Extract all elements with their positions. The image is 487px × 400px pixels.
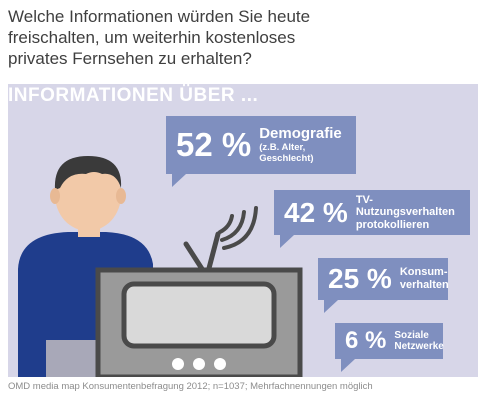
source-note: OMD media map Konsumentenbefragung 2012;…	[8, 381, 373, 392]
bubble-label-line-2: verhalten	[399, 279, 449, 291]
bubble-tail	[280, 235, 294, 248]
bubble-label-line-1: Konsum-	[399, 266, 448, 279]
person-legs	[46, 340, 101, 377]
bubble-label-line-2: Netzwerke	[394, 341, 444, 352]
section-label: INFORMATIONEN ÜBER ...	[8, 85, 259, 106]
bubble-label: TV-Nutzungsverhalten protokollieren	[356, 194, 462, 232]
person-ear-left	[50, 188, 60, 204]
title-line-2: freischalten, um weiterhin kostenloses	[8, 28, 296, 47]
tv-antenna-right	[205, 231, 221, 275]
bubble-label-line-1: Demografie	[259, 125, 342, 143]
tv-signal-arc-3	[222, 206, 258, 250]
bubble-label-line-1: Soziale	[394, 329, 429, 341]
tv-antenna-left	[183, 241, 207, 275]
bubble-3: 25 % Konsum-verhalten	[318, 258, 449, 313]
infographic-panel: INFORMATIONEN ÜBER ...	[8, 84, 478, 377]
bubble-1: 52 % Demografie (z.B. Alter, Geschlecht)	[166, 116, 356, 187]
viewer-with-tv-illustration	[18, 156, 303, 377]
bubble-tail	[324, 300, 338, 313]
bubble-percentage: 52 %	[176, 126, 252, 163]
bubble-label: Demografie (z.B. Alter, Geschlecht)	[259, 125, 348, 164]
person-hair	[54, 156, 122, 190]
tv-signal-arc-1	[218, 214, 234, 234]
bubble-percentage: 42 %	[284, 196, 348, 228]
chart-title: Welche Informationen würden Sie heute fr…	[8, 6, 478, 69]
bubble-tail	[172, 174, 186, 187]
tv-knob-3	[214, 358, 226, 370]
bubble-percentage: 25 %	[328, 263, 392, 294]
tv-knob-1	[172, 358, 184, 370]
tv-signal-arc-2	[220, 210, 246, 242]
tv-illustration	[95, 206, 303, 377]
bubble-label: Soziale Netzwerke	[394, 330, 443, 353]
title-line-1: Welche Informationen würden Sie heute	[8, 7, 311, 26]
bubble-2: 42 % TV-Nutzungsverhalten protokollieren	[274, 190, 470, 248]
bubble-label-line-1: TV-Nutzungsverhalten	[355, 193, 455, 219]
bubble-label-line-2: (z.B. Alter, Geschlecht)	[259, 141, 314, 164]
person-head	[55, 159, 121, 231]
bubble-tail	[341, 359, 355, 372]
tv-knob-2	[193, 358, 205, 370]
person-ear-right	[116, 188, 126, 204]
tv-screen	[121, 281, 277, 349]
bubble-label-line-2: protokollieren	[355, 218, 430, 231]
bubble-percentage: 6 %	[345, 327, 387, 354]
bubble-4: 6 % Soziale Netzwerke	[335, 323, 444, 372]
title-line-3: privates Fernsehen zu erhalten?	[8, 49, 252, 68]
bubble-label: Konsum-verhalten	[400, 266, 449, 291]
